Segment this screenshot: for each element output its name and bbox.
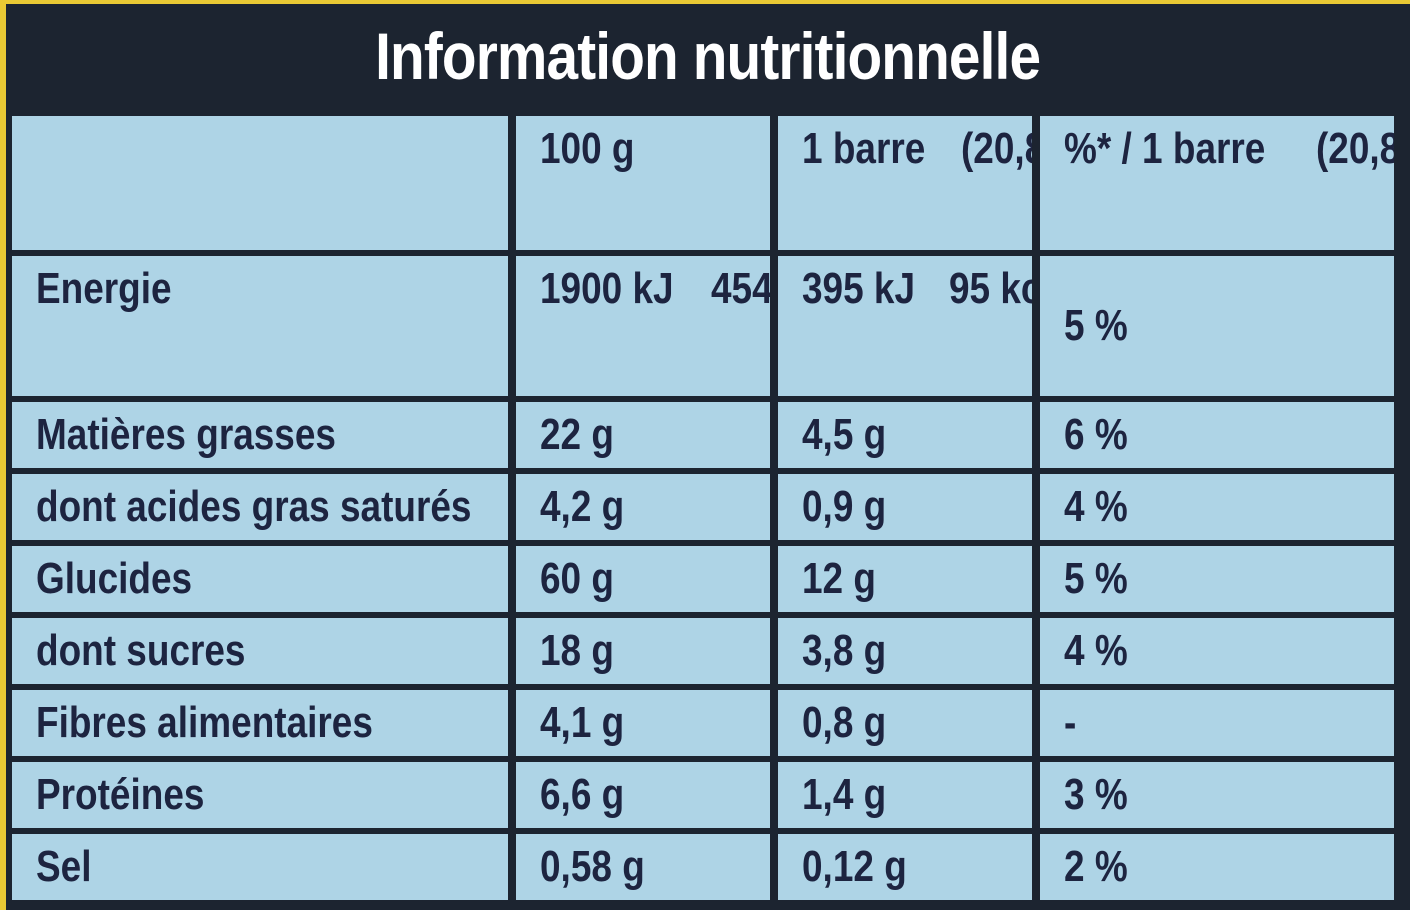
row-label: Glucides — [12, 546, 508, 612]
row-per-bar: 0,12 g — [778, 834, 1032, 900]
table-row: Sel 0,58 g 0,12 g 2 % — [12, 834, 1394, 900]
table-row: Matières grasses 22 g 4,5 g 6 % — [12, 402, 1394, 468]
header-per-bar: 1 barre (20,8 g) — [778, 116, 1032, 250]
table-row: Glucides 60 g 12 g 5 % — [12, 546, 1394, 612]
row-percent: - — [1040, 690, 1394, 756]
page-title: Information nutritionnelle — [375, 19, 1041, 93]
table-row: Fibres alimentaires 4,1 g 0,8 g - — [12, 690, 1394, 756]
energy-100g: 1900 kJ 454 kcal — [516, 256, 770, 396]
row-per-bar: 0,8 g — [778, 690, 1032, 756]
row-label: Protéines — [12, 762, 508, 828]
table-row-energy: Energie 1900 kJ 454 kcal 395 kJ 95 kcal … — [12, 256, 1394, 396]
row-per-bar: 4,5 g — [778, 402, 1032, 468]
table-row: Protéines 6,6 g 1,4 g 3 % — [12, 762, 1394, 828]
table-row: dont acides gras saturés 4,2 g 0,9 g 4 % — [12, 474, 1394, 540]
energy-label: Energie — [12, 256, 508, 396]
row-label: Fibres alimentaires — [12, 690, 508, 756]
row-per-bar: 3,8 g — [778, 618, 1032, 684]
header-100g: 100 g — [516, 116, 770, 250]
row-percent: 2 % — [1040, 834, 1394, 900]
row-percent: 6 % — [1040, 402, 1394, 468]
row-percent: 3 % — [1040, 762, 1394, 828]
row-100g: 4,2 g — [516, 474, 770, 540]
row-label: dont acides gras saturés — [12, 474, 508, 540]
row-100g: 4,1 g — [516, 690, 770, 756]
energy-percent: 5 % — [1040, 256, 1394, 396]
title-bar: Information nutritionnelle — [6, 4, 1410, 116]
row-percent: 5 % — [1040, 546, 1394, 612]
header-row: 100 g 1 barre (20,8 g) %* / 1 barre (20,… — [12, 116, 1394, 250]
row-percent: 4 % — [1040, 618, 1394, 684]
row-label: Matières grasses — [12, 402, 508, 468]
row-100g: 60 g — [516, 546, 770, 612]
header-empty-cell — [12, 116, 508, 250]
header-percent-per-bar: %* / 1 barre (20,8 g) — [1040, 116, 1394, 250]
nutrition-table: 100 g 1 barre (20,8 g) %* / 1 barre (20,… — [4, 110, 1402, 906]
table-row: dont sucres 18 g 3,8 g 4 % — [12, 618, 1394, 684]
nutrition-panel: Information nutritionnelle 100 g 1 barre… — [6, 4, 1410, 910]
row-100g: 22 g — [516, 402, 770, 468]
row-100g: 18 g — [516, 618, 770, 684]
row-per-bar: 1,4 g — [778, 762, 1032, 828]
row-100g: 0,58 g — [516, 834, 770, 900]
energy-per-bar: 395 kJ 95 kcal — [778, 256, 1032, 396]
row-100g: 6,6 g — [516, 762, 770, 828]
row-percent: 4 % — [1040, 474, 1394, 540]
row-per-bar: 12 g — [778, 546, 1032, 612]
row-label: dont sucres — [12, 618, 508, 684]
row-per-bar: 0,9 g — [778, 474, 1032, 540]
row-label: Sel — [12, 834, 508, 900]
